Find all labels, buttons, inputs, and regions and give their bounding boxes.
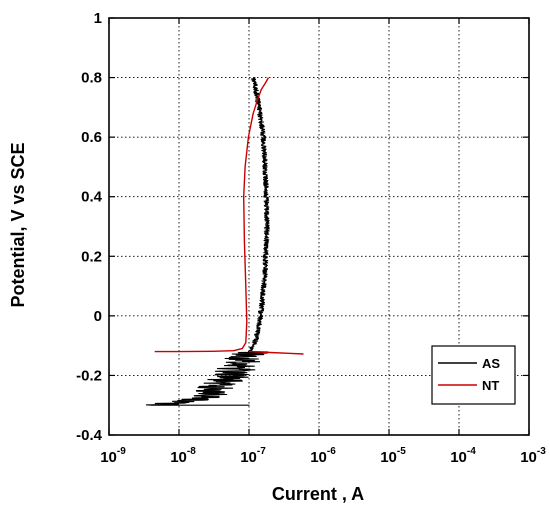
x-tick-exponent: -5 <box>397 446 406 457</box>
x-tick-label: 10-6 <box>310 446 336 466</box>
x-tick-base: 10 <box>380 449 397 466</box>
x-tick-label: 10-4 <box>450 446 476 466</box>
x-tick-exponent: -3 <box>537 446 546 457</box>
legend-box <box>431 345 516 405</box>
x-tick-base: 10 <box>100 449 117 466</box>
x-tick-exponent: -8 <box>187 446 196 457</box>
y-tick-label: 0.2 <box>81 248 102 265</box>
x-tick-exponent: -9 <box>117 446 126 457</box>
x-tick-base: 10 <box>310 449 327 466</box>
x-tick-exponent: -6 <box>327 446 336 457</box>
x-tick-label: 10-8 <box>170 446 196 466</box>
gridlines <box>109 18 529 435</box>
x-tick-exponent: -4 <box>467 446 476 457</box>
y-tick-label: 1 <box>94 10 102 27</box>
x-tick-base: 10 <box>520 449 537 466</box>
x-tick-base: 10 <box>240 449 257 466</box>
y-tick-label: -0.4 <box>76 427 103 444</box>
x-tick-exponent: -7 <box>257 446 266 457</box>
y-axis-title: Potential, V vs SCE <box>8 142 28 307</box>
series-line-nt <box>154 77 270 353</box>
series-line-nt-cathodic-tail <box>248 350 304 355</box>
x-tick-label: 10-5 <box>380 446 406 466</box>
x-tick-base: 10 <box>450 449 467 466</box>
x-axis-title: Current , A <box>272 484 364 504</box>
y-tick-label: 0.6 <box>81 129 102 146</box>
x-tick-label: 10-3 <box>520 446 546 466</box>
x-tick-label: 10-9 <box>100 446 126 466</box>
y-tick-label: 0.4 <box>81 189 103 206</box>
x-tick-label: 10-7 <box>240 446 266 466</box>
legend-label-as: AS <box>482 356 500 371</box>
y-tick-label: 0.8 <box>81 70 102 87</box>
y-tick-label: -0.2 <box>76 367 102 384</box>
legend-label-nt: NT <box>482 378 499 393</box>
tick-marks <box>108 17 530 436</box>
x-tick-base: 10 <box>170 449 187 466</box>
y-tick-label: 0 <box>94 308 102 325</box>
